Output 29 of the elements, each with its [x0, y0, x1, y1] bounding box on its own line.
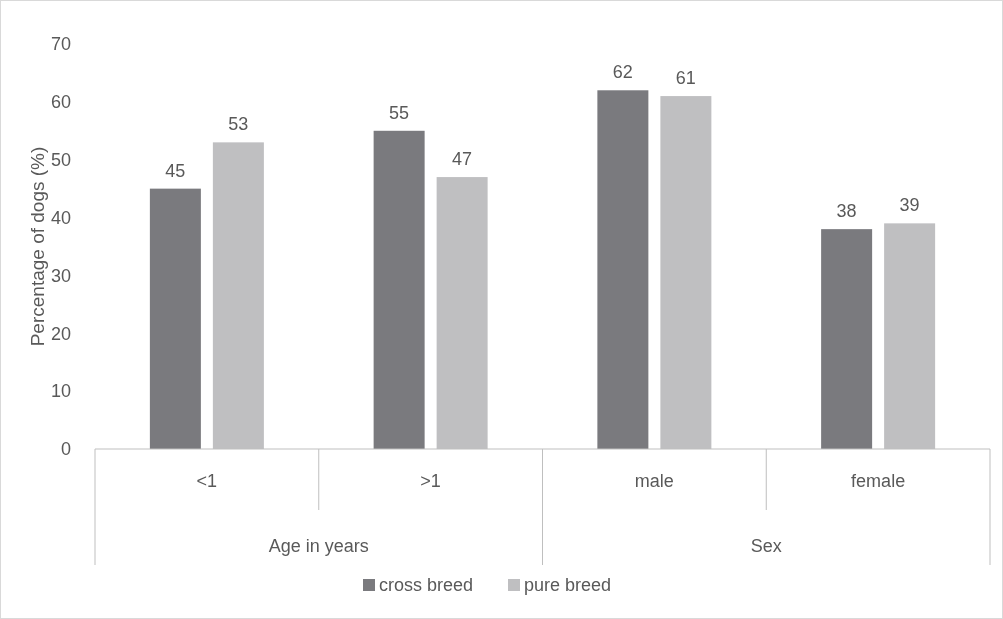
y-tick-label: 70: [50, 34, 71, 55]
legend-label: pure breed: [524, 575, 612, 596]
data-label: 62: [612, 62, 633, 83]
y-tick-label: 10: [50, 381, 71, 402]
y-tick-label: 30: [50, 265, 71, 286]
y-tick-label: 40: [50, 207, 71, 228]
x-tick-label: male: [634, 471, 674, 491]
data-label: 61: [675, 68, 696, 89]
y-tick-label: 60: [50, 92, 71, 113]
bar: [597, 90, 649, 449]
x-tick-label: female: [851, 471, 906, 491]
legend-label: cross breed: [379, 575, 474, 596]
y-tick-label: 50: [50, 150, 71, 171]
data-label: 53: [228, 114, 249, 135]
y-tick-label: 20: [50, 323, 71, 344]
text: Age in years: [268, 536, 369, 556]
text: Sex: [750, 536, 782, 556]
x-tick-label: >1: [420, 471, 441, 491]
data-label: 47: [452, 149, 473, 170]
data-label: 39: [899, 195, 920, 216]
x-tick-label: <1: [196, 471, 218, 491]
bar: [821, 229, 873, 449]
y-axis-title: Percentage of dogs (%): [27, 146, 48, 347]
bar: [373, 130, 425, 449]
y-tick-label: 0: [60, 439, 71, 460]
data-label: 55: [389, 102, 410, 123]
data-label: 38: [836, 201, 857, 222]
data-label: 45: [165, 160, 186, 181]
bar: [149, 188, 201, 449]
